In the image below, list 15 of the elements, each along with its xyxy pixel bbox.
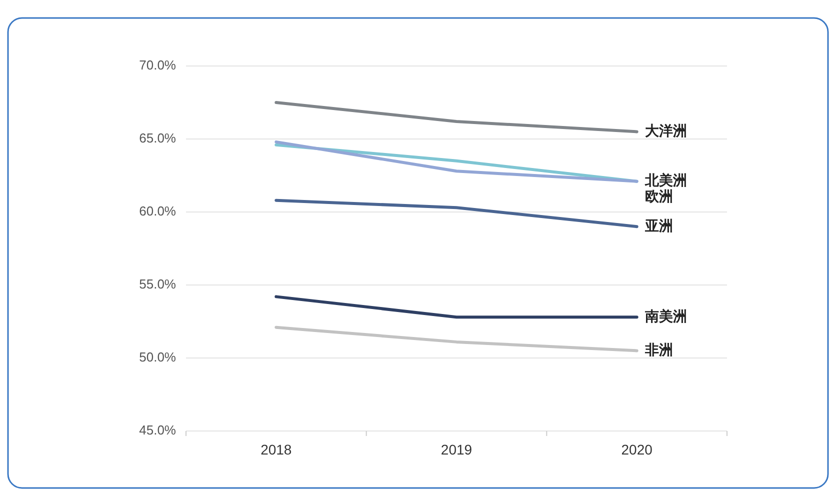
y-tick-label: 65.0% xyxy=(139,130,176,146)
y-tick-label: 70.0% xyxy=(139,57,176,72)
series-label: 非洲 xyxy=(644,341,673,358)
x-tick-label: 2018 xyxy=(260,442,292,458)
x-tick-label: 2020 xyxy=(621,442,653,458)
x-tick-label: 2019 xyxy=(440,442,472,458)
y-tick-label: 60.0% xyxy=(139,203,176,218)
series-label: 大洋洲 xyxy=(644,122,687,138)
series-label: 北美洲 xyxy=(644,172,687,188)
y-tick-label: 50.0% xyxy=(139,349,176,364)
series-label: 亚洲 xyxy=(644,217,673,234)
series-label: 欧洲 xyxy=(644,188,673,204)
series-label: 南美洲 xyxy=(644,308,687,324)
y-tick-label: 45.0% xyxy=(139,422,176,438)
y-tick-label: 55.0% xyxy=(139,276,176,292)
